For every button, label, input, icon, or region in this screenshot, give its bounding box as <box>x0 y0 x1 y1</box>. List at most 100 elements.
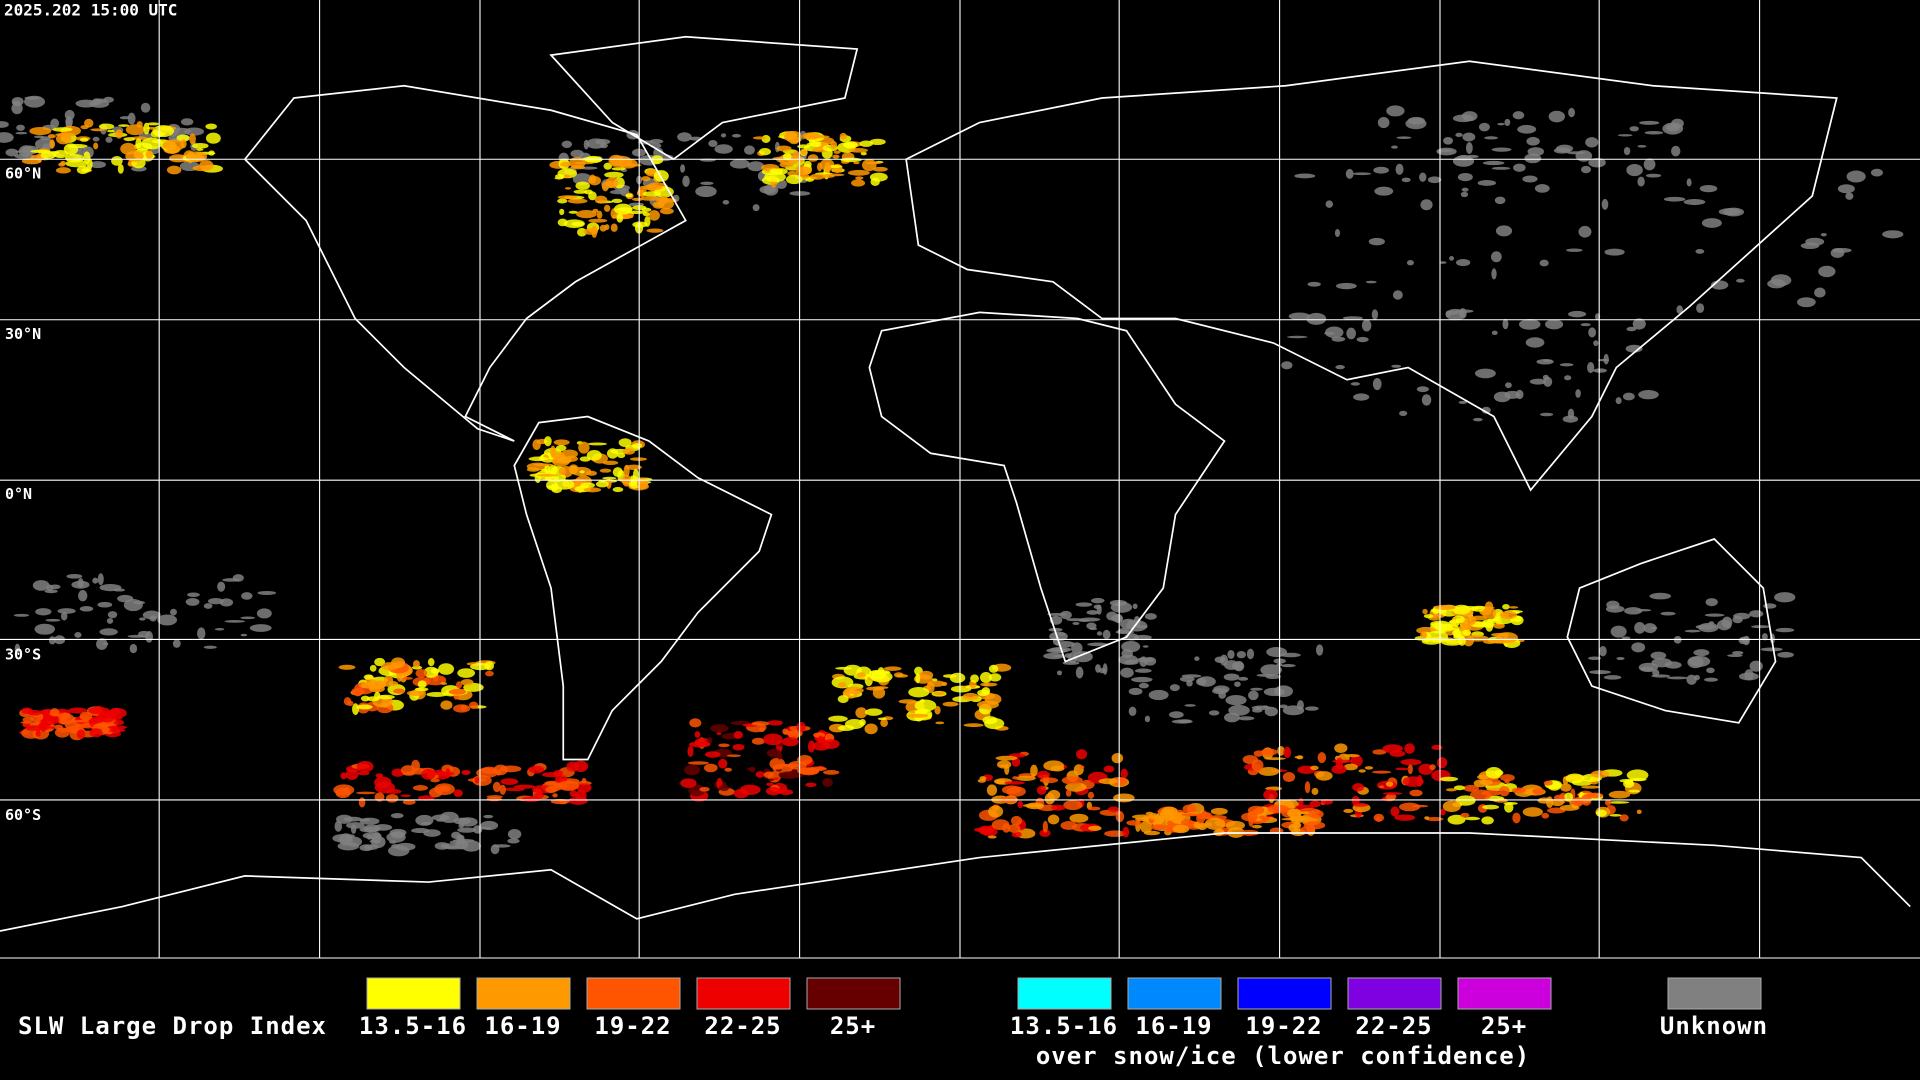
cloud-patch <box>145 150 154 159</box>
cloud-patch <box>1687 656 1704 669</box>
cloud-patch <box>880 718 888 728</box>
cloud-patch <box>1704 613 1725 617</box>
cloud-patch <box>1559 804 1580 811</box>
cloud-patch <box>572 173 593 185</box>
cloud-patch <box>1139 820 1153 833</box>
cloud-patch <box>1368 237 1385 246</box>
cloud-patch <box>1522 807 1543 817</box>
cloud-patch <box>560 161 571 167</box>
cloud-patch <box>1481 618 1495 628</box>
cloud-patch <box>1452 155 1475 167</box>
cloud-patch <box>1617 134 1633 137</box>
cloud-patch <box>448 688 467 695</box>
cloud-patch <box>5 148 19 157</box>
cloud-patch <box>1629 126 1639 132</box>
cloud-patch <box>354 691 362 697</box>
cloud-patch <box>115 129 123 139</box>
cloud-patch <box>35 730 41 737</box>
cloud-patch <box>646 228 664 233</box>
cloud-patch <box>1042 820 1048 833</box>
cloud-patch <box>1264 706 1279 717</box>
cloud-patch <box>822 777 833 787</box>
cloud-patch <box>684 764 701 776</box>
cloud-patch <box>744 145 755 155</box>
cloud-patch <box>453 704 471 713</box>
cloud-patch <box>1087 642 1109 647</box>
cloud-patch <box>1481 816 1494 825</box>
cloud-patch <box>1502 318 1509 330</box>
cloud-patch <box>1017 800 1024 809</box>
cloud-patch <box>1128 687 1143 696</box>
cloud-patch <box>1036 785 1047 795</box>
cloud-patch <box>659 195 669 204</box>
cloud-patch <box>1346 327 1356 340</box>
cloud-patch <box>677 132 692 142</box>
cloud-patch <box>602 460 619 465</box>
cloud-patch <box>1006 786 1026 797</box>
cloud-patch <box>1484 601 1494 613</box>
cloud-patch <box>1458 636 1466 646</box>
cloud-patch <box>119 116 131 120</box>
cloud-patch <box>414 687 429 692</box>
cloud-patch <box>1065 789 1072 797</box>
cloud-patch <box>456 841 466 845</box>
cloud-patch <box>107 611 118 619</box>
cloud-patch <box>71 580 90 589</box>
cloud-patch <box>934 705 941 715</box>
cloud-patch <box>1112 777 1128 786</box>
cloud-patch <box>189 133 196 145</box>
cloud-patch <box>162 139 185 152</box>
cloud-patch <box>1425 816 1444 822</box>
cloud-patch <box>1208 710 1220 716</box>
cloud-patch <box>797 144 810 149</box>
cloud-patch <box>1093 604 1102 610</box>
cloud-patch <box>1566 248 1583 252</box>
cloud-patch <box>860 151 867 156</box>
cloud-patch <box>1405 118 1427 130</box>
cloud-patch <box>764 172 786 183</box>
cloud-patch <box>1225 820 1246 831</box>
cloud-patch <box>1342 316 1363 320</box>
cloud-patch <box>79 137 89 142</box>
cloud-patch <box>15 131 28 135</box>
cloud-patch <box>1565 773 1585 784</box>
cloud-patch <box>1394 814 1416 821</box>
cloud-patch <box>1011 831 1022 838</box>
south-america <box>513 415 773 761</box>
cloud-patch <box>700 181 714 186</box>
cloud-patch <box>1267 804 1290 814</box>
cloud-patch <box>575 181 590 191</box>
cloud-patch <box>1491 330 1498 336</box>
cloud-patch <box>1181 674 1202 678</box>
cloud-patch <box>111 156 123 166</box>
antarctica <box>0 832 1911 932</box>
cloud-patch <box>583 189 593 195</box>
cloud-patch <box>1395 163 1404 175</box>
cloud-patch <box>1445 310 1451 318</box>
cloud-patch <box>1241 812 1259 822</box>
cloud-patch <box>1616 656 1625 661</box>
cloud-patch <box>412 660 420 668</box>
cloud-patch <box>1625 344 1643 353</box>
cloud-patch <box>1411 804 1429 808</box>
cloud-patch <box>434 786 449 791</box>
cloud-patch <box>369 664 377 672</box>
cloud-patch <box>942 674 957 678</box>
cloud-patch <box>553 769 564 777</box>
legend-label: Unknown <box>1660 1012 1768 1040</box>
cloud-patch <box>1306 312 1327 325</box>
cloud-patch <box>707 737 713 744</box>
cloud-patch <box>988 664 999 673</box>
cloud-patch <box>106 618 114 624</box>
cloud-patch <box>1372 749 1387 755</box>
cloud-patch <box>1559 363 1574 367</box>
cloud-patch <box>1178 719 1192 724</box>
cloud-patch <box>335 787 351 799</box>
cloud-patch <box>1062 660 1080 665</box>
cloud-patch <box>1568 310 1587 318</box>
cloud-patch <box>1251 708 1263 713</box>
cloud-patch <box>557 168 578 179</box>
cloud-patch <box>1223 673 1240 681</box>
cloud-patch <box>783 730 793 735</box>
cloud-patch <box>374 792 385 802</box>
